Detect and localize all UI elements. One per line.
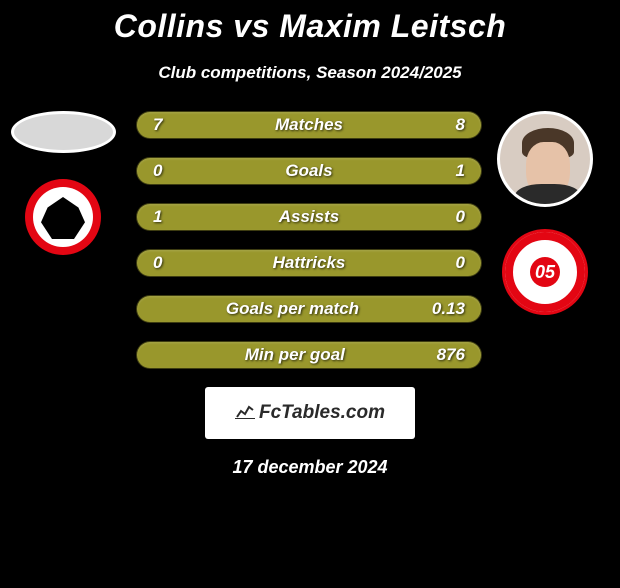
stat-row-min-per-goal: Min per goal 876 bbox=[136, 341, 482, 369]
right-club-logo: 05 bbox=[502, 229, 588, 315]
stat-label: Assists bbox=[279, 207, 339, 227]
watermark-text: FcTables.com bbox=[259, 402, 385, 424]
content-area: 05 7 Matches 8 0 Goals 1 1 Assists 0 0 bbox=[0, 111, 620, 369]
stat-row-goals: 0 Goals 1 bbox=[136, 157, 482, 185]
stat-row-hattricks: 0 Hattricks 0 bbox=[136, 249, 482, 277]
left-value: 0 bbox=[153, 161, 162, 181]
comparison-card: Collins vs Maxim Leitsch Club competitio… bbox=[0, 8, 620, 478]
chart-icon bbox=[235, 403, 255, 424]
mainz-center: 05 bbox=[530, 257, 560, 287]
right-value: 0 bbox=[456, 253, 465, 273]
left-player-photo bbox=[11, 111, 116, 153]
right-value: 8 bbox=[456, 115, 465, 135]
left-club-logo bbox=[25, 179, 101, 255]
stat-row-goals-per-match: Goals per match 0.13 bbox=[136, 295, 482, 323]
mainz-05-text: 05 bbox=[530, 257, 560, 287]
stat-label: Goals per match bbox=[226, 299, 359, 319]
stat-label: Matches bbox=[275, 115, 343, 135]
date-label: 17 december 2024 bbox=[0, 457, 620, 478]
left-value: 1 bbox=[153, 207, 162, 227]
right-player-column: 05 bbox=[495, 111, 595, 315]
left-value: 7 bbox=[153, 115, 162, 135]
watermark-badge: FcTables.com bbox=[205, 387, 415, 439]
right-value: 876 bbox=[437, 345, 465, 365]
stat-label: Hattricks bbox=[273, 253, 346, 273]
stat-label: Min per goal bbox=[245, 345, 345, 365]
page-title: Collins vs Maxim Leitsch bbox=[0, 8, 620, 45]
right-value: 0.13 bbox=[432, 299, 465, 319]
stat-bars: 7 Matches 8 0 Goals 1 1 Assists 0 0 Hatt… bbox=[136, 111, 482, 369]
page-subtitle: Club competitions, Season 2024/2025 bbox=[0, 63, 620, 83]
left-player-column bbox=[8, 111, 118, 255]
stat-label: Goals bbox=[285, 161, 332, 181]
stat-row-assists: 1 Assists 0 bbox=[136, 203, 482, 231]
right-player-photo bbox=[497, 111, 593, 207]
left-value: 0 bbox=[153, 253, 162, 273]
right-value: 1 bbox=[456, 161, 465, 181]
stat-row-matches: 7 Matches 8 bbox=[136, 111, 482, 139]
right-value: 0 bbox=[456, 207, 465, 227]
